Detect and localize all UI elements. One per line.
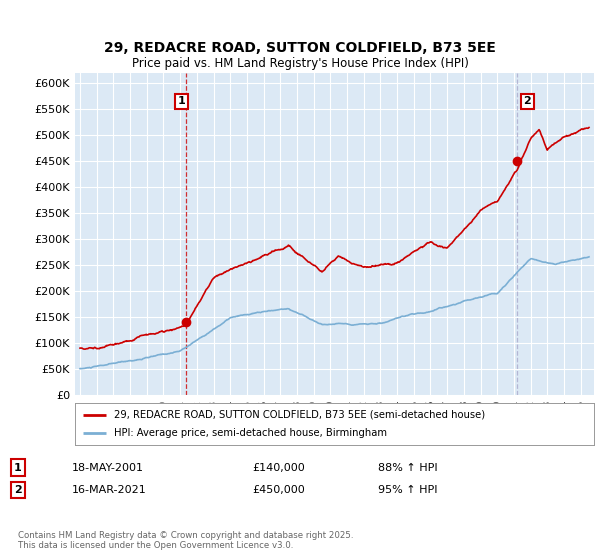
Text: 2: 2	[14, 485, 22, 495]
Text: 29, REDACRE ROAD, SUTTON COLDFIELD, B73 5EE: 29, REDACRE ROAD, SUTTON COLDFIELD, B73 …	[104, 41, 496, 55]
Text: 29, REDACRE ROAD, SUTTON COLDFIELD, B73 5EE (semi-detached house): 29, REDACRE ROAD, SUTTON COLDFIELD, B73 …	[114, 410, 485, 420]
Text: 16-MAR-2021: 16-MAR-2021	[72, 485, 147, 495]
Text: 18-MAY-2001: 18-MAY-2001	[72, 463, 144, 473]
Text: £450,000: £450,000	[252, 485, 305, 495]
Text: HPI: Average price, semi-detached house, Birmingham: HPI: Average price, semi-detached house,…	[114, 428, 387, 438]
Text: 2: 2	[524, 96, 531, 106]
Text: Price paid vs. HM Land Registry's House Price Index (HPI): Price paid vs. HM Land Registry's House …	[131, 57, 469, 71]
Text: 1: 1	[14, 463, 22, 473]
Text: £140,000: £140,000	[252, 463, 305, 473]
Text: 1: 1	[178, 96, 185, 106]
Text: 88% ↑ HPI: 88% ↑ HPI	[378, 463, 437, 473]
Text: 95% ↑ HPI: 95% ↑ HPI	[378, 485, 437, 495]
Text: Contains HM Land Registry data © Crown copyright and database right 2025.
This d: Contains HM Land Registry data © Crown c…	[18, 531, 353, 550]
